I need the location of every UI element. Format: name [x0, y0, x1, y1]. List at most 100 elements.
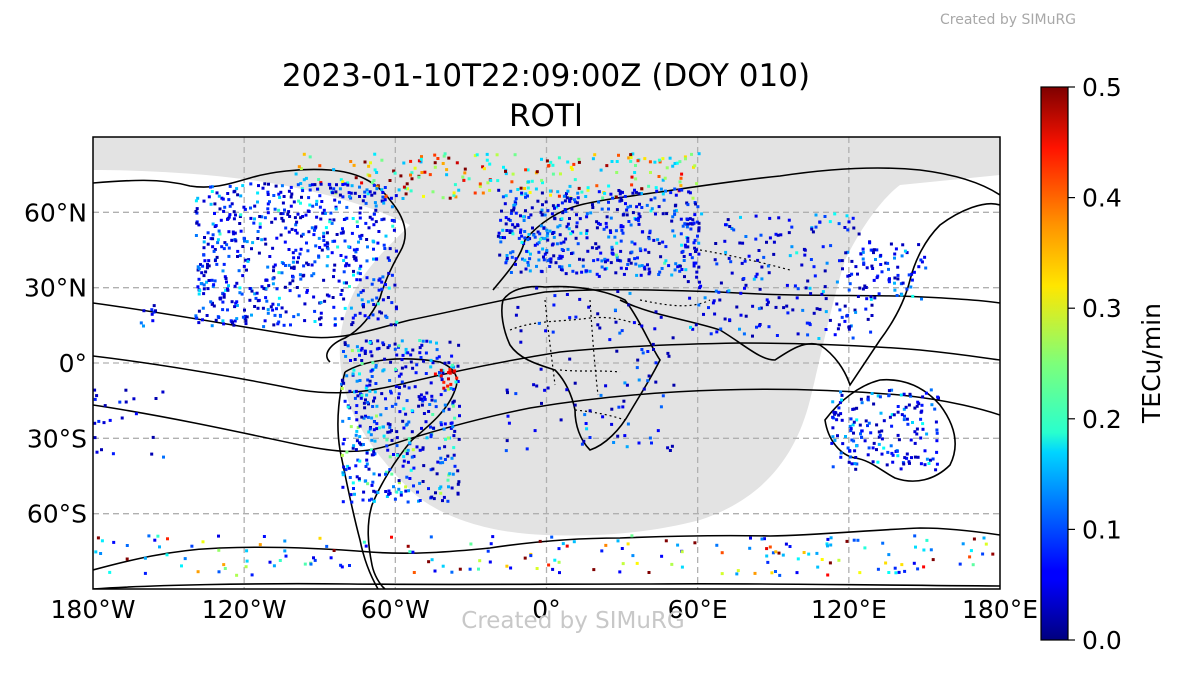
roti-point	[718, 298, 722, 302]
roti-point	[289, 195, 293, 199]
roti-point	[671, 164, 675, 168]
roti-point	[929, 458, 932, 462]
roti-point	[219, 218, 223, 222]
roti-point	[221, 319, 225, 323]
roti-point	[551, 204, 555, 208]
roti-point	[341, 227, 344, 231]
roti-point	[358, 195, 361, 198]
roti-point	[921, 395, 925, 399]
roti-point	[295, 286, 299, 289]
roti-point	[641, 351, 645, 355]
roti-point	[151, 435, 155, 439]
roti-point	[759, 306, 763, 310]
roti-point	[597, 221, 600, 225]
roti-point	[736, 569, 740, 573]
roti-point	[201, 318, 204, 322]
roti-point	[636, 256, 639, 260]
roti-point	[847, 327, 851, 331]
roti-point	[895, 449, 899, 453]
roti-point	[333, 317, 337, 321]
roti-point	[365, 238, 369, 241]
roti-point	[502, 165, 505, 169]
roti-point	[802, 551, 806, 554]
roti-point	[406, 187, 409, 191]
roti-point	[322, 208, 326, 212]
roti-point	[535, 264, 538, 268]
roti-point	[241, 274, 245, 278]
roti-point	[355, 439, 359, 443]
roti-point	[530, 179, 534, 183]
roti-point	[688, 253, 692, 256]
roti-point	[609, 231, 613, 234]
roti-point	[751, 304, 755, 308]
roti-point	[197, 223, 201, 227]
roti-point	[519, 186, 523, 190]
roti-point	[371, 313, 375, 317]
roti-point	[319, 311, 323, 315]
roti-point	[581, 264, 585, 268]
roti-point	[501, 228, 505, 232]
watermark-bottom: Created by SIMuRG	[461, 608, 684, 634]
roti-point	[358, 267, 362, 271]
roti-point	[450, 456, 454, 460]
roti-point	[667, 354, 671, 358]
roti-point	[437, 446, 441, 450]
roti-point	[253, 217, 256, 221]
roti-point	[375, 347, 379, 351]
roti-point	[478, 559, 482, 563]
roti-point	[348, 195, 352, 199]
roti-point	[268, 560, 272, 564]
roti-point	[437, 355, 441, 359]
roti-point	[785, 283, 789, 287]
roti-point	[735, 572, 739, 576]
roti-point	[929, 548, 933, 552]
coast-antarctica-bottom	[93, 582, 1000, 589]
roti-point	[452, 446, 456, 450]
roti-point	[870, 314, 874, 317]
roti-point	[433, 161, 437, 165]
roti-point	[353, 390, 357, 394]
roti-point	[549, 160, 553, 164]
roti-point	[288, 289, 292, 293]
roti-point	[595, 184, 599, 188]
roti-point	[298, 273, 302, 277]
roti-point	[303, 302, 307, 306]
roti-point	[304, 176, 308, 180]
roti-point	[428, 173, 432, 177]
roti-point	[893, 566, 897, 570]
roti-point	[213, 259, 217, 263]
roti-point	[404, 489, 408, 493]
roti-point	[165, 553, 169, 557]
roti-point	[314, 244, 318, 248]
roti-point	[904, 405, 908, 409]
roti-point	[363, 190, 367, 194]
roti-point	[522, 242, 526, 245]
roti-point	[931, 457, 935, 461]
roti-point	[262, 325, 266, 329]
roti-point	[633, 242, 637, 246]
roti-point	[364, 339, 368, 343]
roti-point	[908, 461, 911, 465]
roti-point	[747, 254, 751, 258]
roti-point	[441, 162, 445, 165]
roti-point	[909, 438, 913, 442]
roti-point	[300, 187, 304, 191]
roti-point	[372, 257, 375, 261]
roti-point	[621, 213, 625, 217]
roti-point	[283, 240, 287, 244]
roti-point	[211, 222, 215, 226]
roti-point	[640, 324, 644, 328]
roti-point	[216, 238, 220, 242]
roti-point	[180, 564, 183, 568]
roti-point	[666, 351, 670, 355]
roti-point	[609, 216, 613, 220]
roti-point	[364, 414, 367, 418]
roti-point	[567, 227, 571, 231]
roti-point	[824, 310, 828, 314]
roti-point	[342, 465, 346, 469]
roti-point	[348, 285, 351, 288]
roti-point	[508, 229, 512, 233]
roti-point	[657, 241, 661, 245]
roti-point	[291, 260, 295, 264]
roti-point	[594, 242, 598, 246]
